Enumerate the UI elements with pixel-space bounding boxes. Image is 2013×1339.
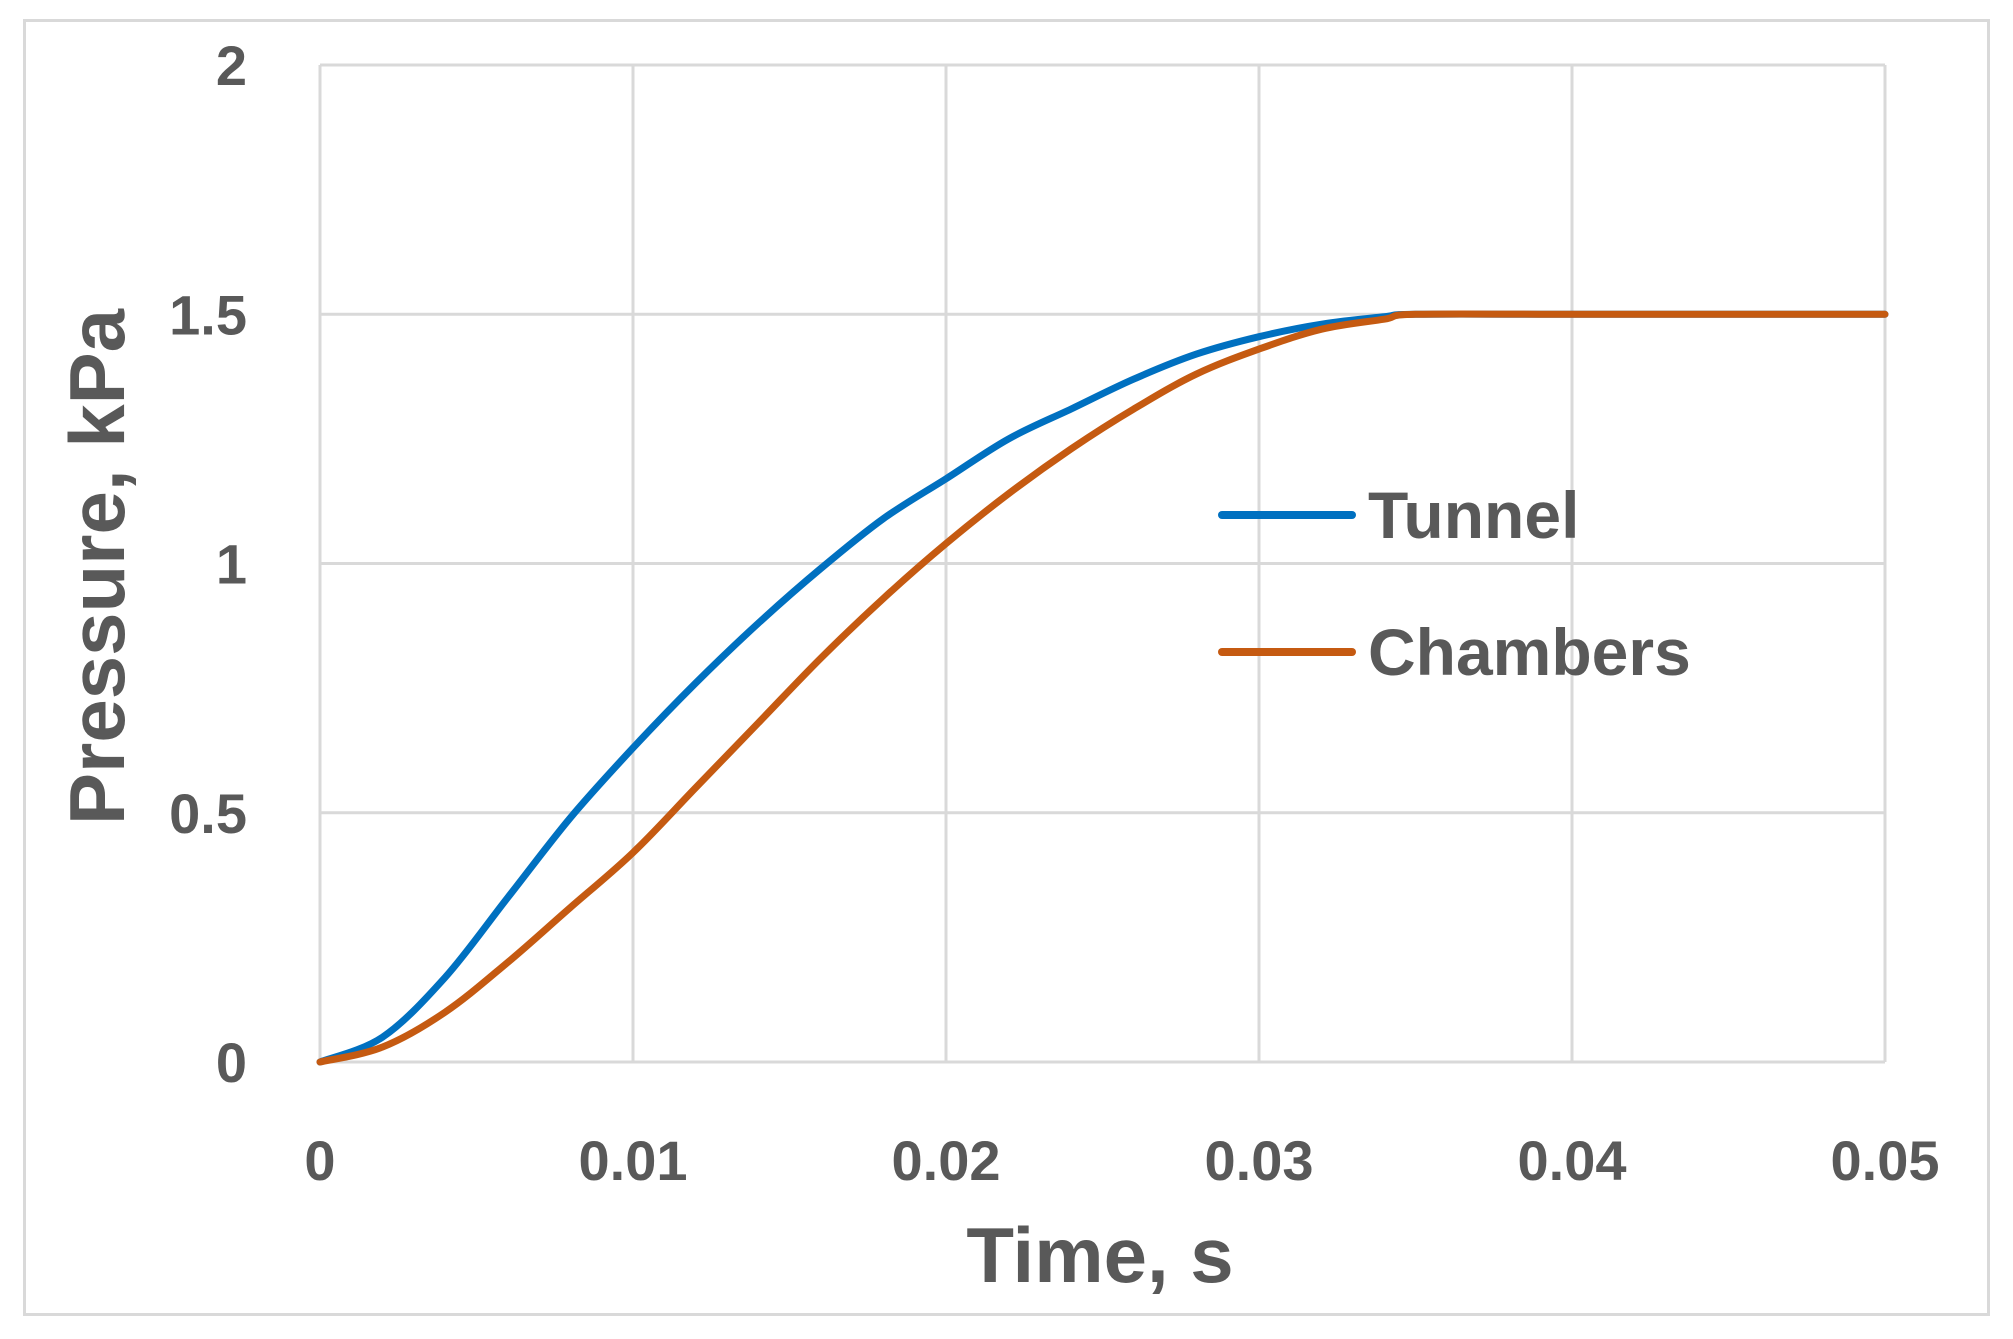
y-axis-title: Pressure, kPa — [53, 308, 141, 825]
chart-frame — [23, 19, 1990, 1316]
series — [316, 310, 1889, 1066]
x-tick-label: 0.01 — [579, 1129, 688, 1192]
y-tick-label: 0 — [216, 1031, 247, 1094]
x-tick-label: 0 — [304, 1129, 335, 1192]
y-tick-label: 1 — [216, 533, 247, 596]
x-tick-label: 0.02 — [892, 1129, 1001, 1192]
x-axis-title: Time, s — [966, 1211, 1233, 1299]
x-tick-label: 0.04 — [1518, 1129, 1627, 1192]
y-tick-label: 2 — [216, 34, 247, 97]
legend-label-tunnel: Tunnel — [1368, 478, 1579, 552]
x-tick-label: 0.05 — [1831, 1129, 1940, 1192]
tick-labels: 0 0.01 0.02 0.03 0.04 0.05 0 0.5 1 1.5 2 — [169, 34, 1939, 1192]
grid — [318, 63, 1887, 1064]
x-tick-label: 0.03 — [1205, 1129, 1314, 1192]
y-tick-label: 1.5 — [169, 283, 247, 346]
legend: Tunnel Chambers — [1218, 478, 1691, 689]
legend-label-chambers: Chambers — [1368, 615, 1691, 689]
y-tick-label: 0.5 — [169, 782, 247, 845]
series-line-chambers — [316, 310, 1889, 1066]
